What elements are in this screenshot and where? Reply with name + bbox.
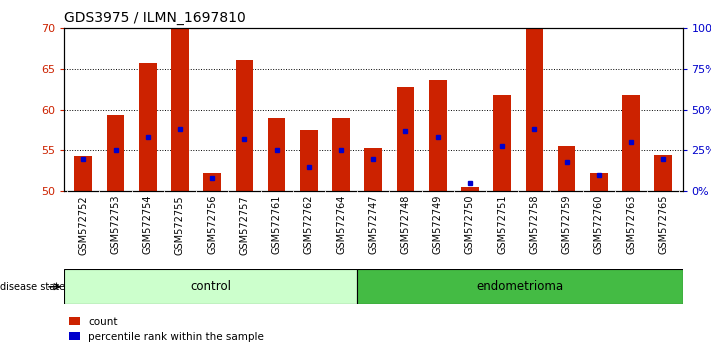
Text: GSM572762: GSM572762 — [304, 195, 314, 255]
Bar — [171, 28, 189, 191]
Bar — [203, 173, 221, 191]
Text: GSM572754: GSM572754 — [143, 195, 153, 255]
Text: GSM572760: GSM572760 — [594, 195, 604, 254]
Text: GSM572747: GSM572747 — [368, 195, 378, 255]
Bar — [622, 95, 640, 191]
Text: GDS3975 / ILMN_1697810: GDS3975 / ILMN_1697810 — [64, 11, 246, 24]
Bar — [525, 28, 543, 191]
Bar — [461, 187, 479, 191]
Bar — [235, 60, 253, 191]
Text: GSM572757: GSM572757 — [240, 195, 250, 255]
Text: GSM572758: GSM572758 — [530, 195, 540, 255]
Bar — [365, 148, 382, 191]
Bar — [429, 80, 447, 191]
Bar — [332, 118, 350, 191]
Bar — [300, 130, 318, 191]
Bar — [75, 156, 92, 191]
Text: endometrioma: endometrioma — [476, 280, 563, 293]
Text: GSM572756: GSM572756 — [207, 195, 217, 255]
Bar — [139, 63, 156, 191]
Bar — [397, 87, 415, 191]
Text: control: control — [190, 280, 231, 293]
Text: GSM572753: GSM572753 — [110, 195, 121, 255]
Text: GSM572759: GSM572759 — [562, 195, 572, 255]
Legend: count, percentile rank within the sample: count, percentile rank within the sample — [69, 316, 264, 342]
Bar — [557, 146, 575, 191]
Text: GSM572764: GSM572764 — [336, 195, 346, 254]
Text: GSM572752: GSM572752 — [78, 195, 88, 255]
Text: GSM572748: GSM572748 — [400, 195, 410, 254]
Text: GSM572765: GSM572765 — [658, 195, 668, 255]
Bar — [493, 95, 511, 191]
Bar — [357, 269, 683, 304]
Bar — [590, 173, 608, 191]
Text: GSM572763: GSM572763 — [626, 195, 636, 254]
Bar — [64, 269, 357, 304]
Text: disease state: disease state — [0, 282, 65, 292]
Bar — [654, 154, 672, 191]
Text: GSM572749: GSM572749 — [433, 195, 443, 254]
Bar — [107, 115, 124, 191]
Text: GSM572751: GSM572751 — [497, 195, 507, 255]
Text: GSM572755: GSM572755 — [175, 195, 185, 255]
Text: GSM572761: GSM572761 — [272, 195, 282, 254]
Text: GSM572750: GSM572750 — [465, 195, 475, 255]
Bar — [268, 118, 286, 191]
